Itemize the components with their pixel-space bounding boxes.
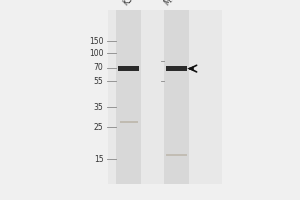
Bar xyxy=(166,66,187,71)
Text: 100: 100 xyxy=(89,48,103,58)
Text: 150: 150 xyxy=(89,36,103,46)
Bar xyxy=(116,10,141,184)
Polygon shape xyxy=(187,66,194,71)
Text: 35: 35 xyxy=(94,102,103,112)
Text: M.cerebellum: M.cerebellum xyxy=(162,0,205,7)
Bar xyxy=(164,10,189,184)
Bar xyxy=(166,154,187,156)
Text: 15: 15 xyxy=(94,154,104,164)
Bar xyxy=(120,121,138,123)
Text: K562: K562 xyxy=(121,0,141,7)
Text: 25: 25 xyxy=(94,122,104,132)
Text: 55: 55 xyxy=(94,76,103,86)
Bar xyxy=(108,10,222,184)
Bar xyxy=(118,66,139,71)
Text: 70: 70 xyxy=(94,64,103,72)
